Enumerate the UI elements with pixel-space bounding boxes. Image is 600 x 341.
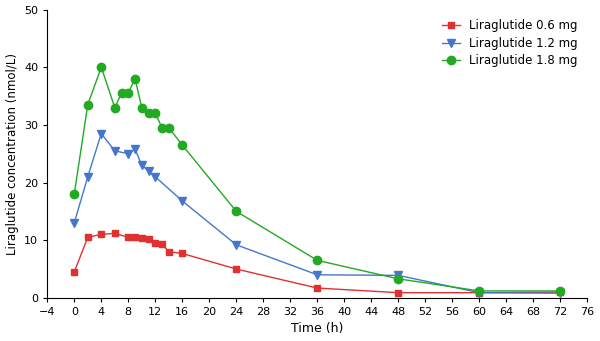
Liraglutide 1.8 mg bbox=[138, 105, 145, 109]
Liraglutide 0.6 mg bbox=[131, 235, 139, 239]
Liraglutide 1.8 mg bbox=[233, 209, 240, 213]
Liraglutide 0.6 mg bbox=[233, 267, 240, 271]
Liraglutide 1.2 mg bbox=[125, 152, 132, 156]
Liraglutide 1.2 mg bbox=[152, 175, 159, 179]
Liraglutide 1.2 mg bbox=[98, 132, 105, 136]
Liraglutide 1.8 mg bbox=[152, 111, 159, 115]
Liraglutide 1.8 mg bbox=[131, 77, 139, 81]
Liraglutide 1.2 mg bbox=[131, 147, 139, 151]
Liraglutide 1.2 mg bbox=[84, 175, 91, 179]
Liraglutide 0.6 mg bbox=[145, 237, 152, 241]
Liraglutide 1.8 mg bbox=[158, 126, 166, 130]
Liraglutide 0.6 mg bbox=[395, 291, 402, 295]
Liraglutide 1.8 mg bbox=[118, 91, 125, 95]
Liraglutide 0.6 mg bbox=[125, 235, 132, 239]
Liraglutide 0.6 mg bbox=[152, 241, 159, 245]
Liraglutide 0.6 mg bbox=[314, 286, 321, 290]
Liraglutide 1.2 mg bbox=[476, 291, 483, 295]
Liraglutide 1.8 mg bbox=[111, 105, 118, 109]
Liraglutide 1.8 mg bbox=[314, 258, 321, 263]
Liraglutide 1.2 mg bbox=[557, 291, 564, 295]
Liraglutide 1.8 mg bbox=[71, 192, 78, 196]
Liraglutide 1.2 mg bbox=[179, 199, 186, 203]
Liraglutide 0.6 mg bbox=[476, 291, 483, 295]
Liraglutide 0.6 mg bbox=[179, 251, 186, 255]
Liraglutide 1.8 mg bbox=[476, 289, 483, 293]
Liraglutide 1.8 mg bbox=[98, 65, 105, 69]
Liraglutide 1.8 mg bbox=[145, 111, 152, 115]
Liraglutide 0.6 mg bbox=[557, 290, 564, 294]
Liraglutide 1.8 mg bbox=[165, 126, 172, 130]
Liraglutide 1.8 mg bbox=[179, 143, 186, 147]
Liraglutide 1.2 mg bbox=[71, 221, 78, 225]
Legend: Liraglutide 0.6 mg, Liraglutide 1.2 mg, Liraglutide 1.8 mg: Liraglutide 0.6 mg, Liraglutide 1.2 mg, … bbox=[439, 15, 581, 71]
Line: Liraglutide 1.8 mg: Liraglutide 1.8 mg bbox=[70, 63, 565, 295]
Line: Liraglutide 1.2 mg: Liraglutide 1.2 mg bbox=[70, 129, 565, 297]
Liraglutide 0.6 mg bbox=[84, 235, 91, 239]
Liraglutide 1.2 mg bbox=[314, 273, 321, 277]
Liraglutide 1.2 mg bbox=[145, 169, 152, 173]
Liraglutide 0.6 mg bbox=[71, 270, 78, 274]
Liraglutide 1.2 mg bbox=[111, 149, 118, 153]
Line: Liraglutide 0.6 mg: Liraglutide 0.6 mg bbox=[71, 230, 564, 296]
Liraglutide 1.8 mg bbox=[557, 289, 564, 293]
Liraglutide 1.8 mg bbox=[395, 277, 402, 281]
Liraglutide 1.8 mg bbox=[84, 103, 91, 107]
Liraglutide 0.6 mg bbox=[158, 242, 166, 246]
X-axis label: Time (h): Time (h) bbox=[291, 323, 344, 336]
Liraglutide 0.6 mg bbox=[111, 231, 118, 235]
Liraglutide 1.2 mg bbox=[395, 273, 402, 278]
Liraglutide 1.2 mg bbox=[138, 163, 145, 167]
Liraglutide 1.8 mg bbox=[125, 91, 132, 95]
Liraglutide 0.6 mg bbox=[165, 250, 172, 254]
Liraglutide 1.2 mg bbox=[233, 243, 240, 247]
Liraglutide 0.6 mg bbox=[138, 236, 145, 240]
Liraglutide 0.6 mg bbox=[98, 232, 105, 236]
Y-axis label: Liraglutide concentration (nmol/L): Liraglutide concentration (nmol/L) bbox=[5, 53, 19, 255]
